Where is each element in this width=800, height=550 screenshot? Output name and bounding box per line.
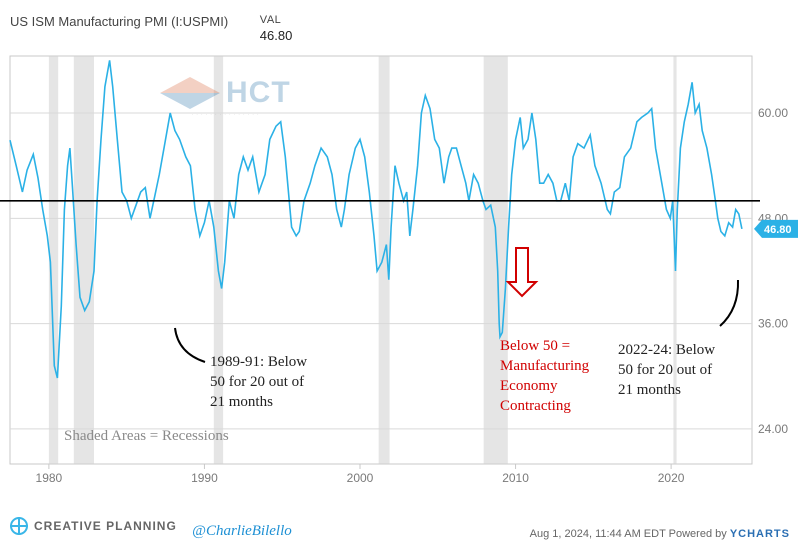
x-tick-label: 1980 <box>36 471 63 485</box>
x-tick-label: 1990 <box>191 471 218 485</box>
annotation-text: 21 months <box>210 394 273 410</box>
chart-footer: CREATIVE PLANNING @CharlieBilello Aug 1,… <box>0 518 800 544</box>
val-label: VAL <box>260 14 293 26</box>
x-tick-label: 2000 <box>347 471 374 485</box>
chart-header: US ISM Manufacturing PMI (I:USPMI) VAL 4… <box>10 14 292 43</box>
annotation-pointer <box>720 280 738 326</box>
author-handle: @CharlieBilello <box>192 523 292 539</box>
y-tick-label: 36.00 <box>758 317 788 331</box>
annotation-text: Manufacturing <box>500 358 590 374</box>
x-tick-label: 2020 <box>658 471 685 485</box>
annotation-text: 50 for 20 out of <box>618 362 712 378</box>
annotation-text: 21 months <box>618 382 681 398</box>
pmi-series-line <box>10 60 742 378</box>
ycharts-logo: YCHARTS <box>730 528 790 540</box>
annotation-text: 2022-24: Below <box>618 342 715 358</box>
chart-plot-area: 24.0036.0048.0060.0019801990200020102020… <box>0 50 800 490</box>
y-tick-label: 60.00 <box>758 106 788 120</box>
creative-planning-logo: CREATIVE PLANNING <box>10 517 177 535</box>
annotation-text: Below 50 = <box>500 338 570 354</box>
val-value: 46.80 <box>260 28 293 43</box>
current-value-text: 46.80 <box>764 224 792 236</box>
timestamp: Aug 1, 2024, 11:44 AM EDT <box>530 528 666 540</box>
down-arrow-icon <box>508 248 536 296</box>
annotation-text: 50 for 20 out of <box>210 374 304 390</box>
series-title: US ISM Manufacturing PMI (I:USPMI) <box>10 14 228 29</box>
annotation-text: 1989-91: Below <box>210 354 307 370</box>
ycharts-text: CHARTS <box>738 528 790 540</box>
annotation-text: Economy <box>500 378 558 394</box>
powered-prefix: Powered by <box>669 528 727 540</box>
annotation-pointer <box>175 328 205 362</box>
x-tick-label: 2010 <box>502 471 529 485</box>
brand-text: CREATIVE PLANNING <box>34 519 177 533</box>
y-tick-label: 24.00 <box>758 422 788 436</box>
wheel-icon <box>10 517 28 535</box>
annotation-text: Contracting <box>500 398 571 414</box>
shaded-areas-label: Shaded Areas = Recessions <box>64 428 229 444</box>
chart-svg: 24.0036.0048.0060.0019801990200020102020… <box>0 50 800 490</box>
